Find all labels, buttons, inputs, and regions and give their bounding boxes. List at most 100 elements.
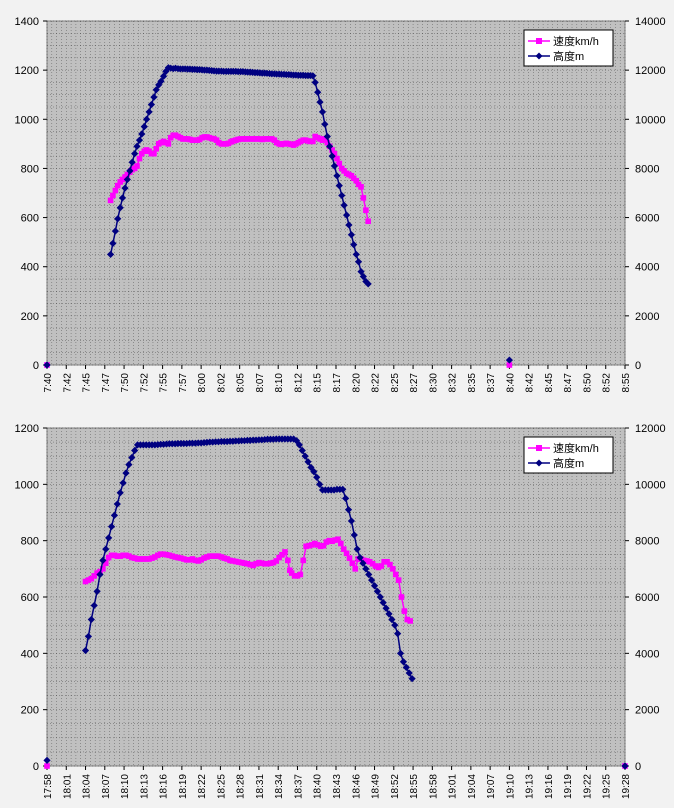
y-right-tick-label: 12000 <box>635 423 666 435</box>
speed-point <box>111 552 118 559</box>
altitude-point <box>311 78 319 87</box>
altitude-point <box>364 280 372 288</box>
speed-point <box>360 195 367 201</box>
speed-point <box>143 556 150 562</box>
speed-point <box>126 553 132 559</box>
altitude-point <box>318 108 327 116</box>
speed-point <box>114 553 121 559</box>
x-tick-label: 19:01 <box>448 774 459 799</box>
speed-point <box>306 542 312 549</box>
altitude-point <box>345 221 353 229</box>
x-tick-label: 19:25 <box>602 774 613 799</box>
speed-point <box>163 551 170 558</box>
altitude-point <box>350 241 358 249</box>
x-tick-label: 19:16 <box>544 774 555 799</box>
altitude-point <box>111 227 119 235</box>
speed-point <box>398 594 405 600</box>
x-tick-label: 8:47 <box>563 373 574 393</box>
speed-point <box>102 560 109 566</box>
speed-point <box>338 540 344 547</box>
speed-point <box>186 557 193 563</box>
speed-point <box>107 197 114 204</box>
x-tick-label: 8:45 <box>544 373 555 393</box>
speed-point <box>94 570 100 576</box>
altitude-point <box>145 108 153 116</box>
altitude-point <box>357 268 365 276</box>
altitude-point <box>126 167 134 175</box>
x-tick-label: 8:17 <box>332 373 343 393</box>
altitude-point <box>152 86 160 94</box>
altitude-point <box>150 93 158 101</box>
speed-point <box>201 555 207 561</box>
speed-point <box>44 763 50 769</box>
speed-point <box>364 558 370 564</box>
x-tick-label: 19:22 <box>582 774 593 799</box>
legend-altitude-label: 高度m <box>553 49 584 63</box>
speed-point <box>149 555 155 561</box>
speed-point <box>91 573 98 579</box>
speed-point <box>189 556 196 562</box>
x-tick-label: 8:25 <box>390 373 401 393</box>
speed-point <box>395 577 402 583</box>
speed-point <box>114 182 121 189</box>
altitude-point <box>379 599 387 607</box>
x-tick-label: 19:13 <box>525 774 536 799</box>
speed-point <box>387 561 393 568</box>
speed-point <box>195 558 202 564</box>
x-tick-label: 18:55 <box>409 774 420 799</box>
speed-point <box>381 558 387 565</box>
altitude-point <box>43 756 51 764</box>
speed-point <box>218 554 225 560</box>
speed-point <box>353 177 360 184</box>
speed-point <box>317 543 324 550</box>
altitude-point <box>143 115 151 123</box>
x-tick-label: 8:52 <box>602 373 613 393</box>
x-tick-label: 18:13 <box>139 774 150 799</box>
altitude-point <box>321 120 329 128</box>
y-right-tick-label: 14000 <box>635 16 666 28</box>
altitude-point <box>114 215 122 223</box>
x-tick-label: 18:31 <box>255 774 266 799</box>
speed-point <box>273 558 280 564</box>
x-tick-label: 7:47 <box>101 373 112 393</box>
speed-point <box>261 560 268 567</box>
speed-point <box>270 559 277 566</box>
speed-point <box>154 552 161 559</box>
x-tick-label: 18:34 <box>274 774 285 799</box>
x-tick-label: 8:12 <box>293 373 304 393</box>
y-left-tick-label: 600 <box>21 213 39 225</box>
altitude-point <box>354 258 363 266</box>
x-tick-label: 7:50 <box>120 373 131 393</box>
speed-point <box>180 556 187 562</box>
altitude-point <box>365 570 373 579</box>
x-tick-label: 7:40 <box>43 373 54 393</box>
y-right-tick-label: 8000 <box>635 536 659 548</box>
altitude-point <box>123 175 131 184</box>
legend-box <box>523 436 614 474</box>
speed-point <box>336 160 343 167</box>
y-left-tick-label: 800 <box>21 536 39 548</box>
altitude-point <box>43 361 51 369</box>
speed-point <box>326 537 333 544</box>
x-tick-label: 18:52 <box>390 774 401 799</box>
y-left-tick-label: 200 <box>21 705 39 717</box>
speed-point <box>136 155 143 162</box>
speed-point <box>335 536 341 543</box>
y-right-tick-label: 6000 <box>635 592 659 604</box>
speed-point <box>166 552 173 559</box>
speed-point <box>192 557 199 564</box>
altitude-point <box>298 446 306 455</box>
x-tick-label: 18:10 <box>120 774 131 799</box>
speed-point <box>153 145 160 152</box>
speed-point <box>238 559 245 566</box>
speed-point <box>291 573 298 579</box>
speed-point <box>227 557 233 564</box>
altitude-point <box>323 132 331 141</box>
legend-speed-marker <box>536 38 542 44</box>
x-tick-label: 7:42 <box>62 373 73 393</box>
speed-point <box>329 538 335 545</box>
speed-point <box>294 573 301 579</box>
x-tick-label: 8:42 <box>525 373 536 393</box>
speed-point <box>100 566 106 572</box>
altitude-point <box>314 88 322 96</box>
